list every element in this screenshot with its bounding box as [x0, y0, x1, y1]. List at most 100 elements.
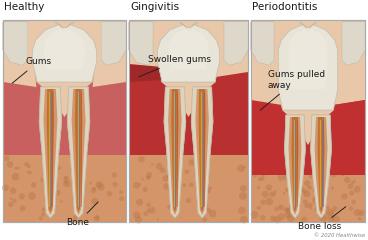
Text: Healthy: Healthy	[4, 2, 45, 12]
Polygon shape	[38, 22, 91, 82]
Circle shape	[293, 207, 298, 211]
Circle shape	[47, 156, 55, 164]
Circle shape	[10, 197, 13, 200]
Polygon shape	[251, 22, 274, 65]
Circle shape	[2, 184, 9, 191]
Text: Gingivitis: Gingivitis	[130, 2, 179, 12]
Circle shape	[303, 199, 308, 204]
Polygon shape	[311, 100, 365, 222]
Circle shape	[326, 206, 330, 209]
Circle shape	[170, 186, 177, 193]
Circle shape	[63, 176, 69, 182]
Circle shape	[314, 208, 318, 211]
Polygon shape	[224, 22, 248, 65]
Circle shape	[39, 216, 43, 221]
Circle shape	[19, 193, 25, 200]
Polygon shape	[50, 52, 79, 82]
Circle shape	[209, 210, 216, 217]
Circle shape	[14, 167, 18, 170]
Circle shape	[349, 206, 353, 210]
Polygon shape	[3, 22, 28, 65]
Polygon shape	[169, 27, 209, 69]
Circle shape	[27, 170, 30, 174]
Circle shape	[64, 176, 68, 179]
Circle shape	[304, 180, 310, 186]
Circle shape	[325, 209, 333, 216]
Circle shape	[97, 183, 105, 191]
Circle shape	[197, 203, 202, 209]
Polygon shape	[174, 52, 202, 82]
Polygon shape	[158, 22, 219, 82]
Circle shape	[17, 167, 20, 169]
Polygon shape	[75, 89, 82, 212]
Circle shape	[174, 192, 178, 195]
Circle shape	[349, 191, 354, 196]
Circle shape	[151, 163, 153, 166]
Polygon shape	[333, 100, 365, 120]
Circle shape	[303, 156, 309, 162]
Polygon shape	[342, 22, 365, 65]
Circle shape	[273, 216, 281, 223]
Circle shape	[289, 204, 294, 209]
Circle shape	[10, 187, 17, 194]
Polygon shape	[158, 22, 219, 82]
Polygon shape	[44, 27, 85, 69]
Circle shape	[198, 164, 203, 169]
Circle shape	[238, 207, 246, 214]
Circle shape	[265, 198, 273, 205]
Polygon shape	[284, 22, 332, 110]
Polygon shape	[179, 92, 198, 155]
Polygon shape	[284, 115, 305, 218]
Circle shape	[186, 198, 191, 203]
Circle shape	[138, 156, 145, 162]
Polygon shape	[43, 89, 57, 215]
Circle shape	[330, 171, 337, 177]
Polygon shape	[174, 52, 202, 82]
Circle shape	[319, 214, 328, 222]
Circle shape	[13, 199, 17, 203]
Circle shape	[188, 159, 195, 166]
Circle shape	[287, 172, 293, 179]
Circle shape	[313, 189, 317, 193]
Circle shape	[201, 155, 205, 159]
Circle shape	[133, 182, 140, 189]
Polygon shape	[43, 89, 57, 215]
Circle shape	[40, 178, 45, 182]
Circle shape	[287, 214, 295, 222]
Circle shape	[135, 216, 142, 224]
Circle shape	[189, 183, 194, 187]
Circle shape	[41, 212, 45, 216]
Circle shape	[300, 177, 303, 180]
Circle shape	[146, 203, 151, 207]
Circle shape	[163, 183, 170, 190]
Text: Bone loss: Bone loss	[298, 207, 346, 231]
Bar	[129, 155, 248, 222]
Text: Gums pulled
away: Gums pulled away	[260, 70, 325, 110]
Circle shape	[142, 187, 148, 192]
Polygon shape	[102, 22, 126, 65]
Polygon shape	[191, 87, 213, 218]
Circle shape	[95, 215, 99, 220]
Polygon shape	[295, 52, 321, 110]
Polygon shape	[224, 22, 248, 65]
Circle shape	[283, 207, 289, 212]
Circle shape	[289, 178, 296, 185]
Polygon shape	[291, 117, 298, 212]
Polygon shape	[278, 22, 338, 110]
Text: Swollen gums: Swollen gums	[139, 55, 211, 77]
Circle shape	[351, 199, 356, 204]
Polygon shape	[129, 22, 153, 65]
Circle shape	[352, 180, 356, 183]
Circle shape	[42, 207, 46, 212]
Circle shape	[73, 174, 76, 177]
Circle shape	[341, 193, 348, 200]
Polygon shape	[342, 22, 365, 65]
Polygon shape	[164, 87, 186, 218]
Circle shape	[147, 209, 151, 212]
Bar	[251, 20, 365, 175]
Circle shape	[253, 174, 257, 177]
Circle shape	[119, 190, 123, 194]
Circle shape	[149, 207, 156, 214]
Circle shape	[312, 196, 319, 204]
Circle shape	[202, 180, 209, 186]
